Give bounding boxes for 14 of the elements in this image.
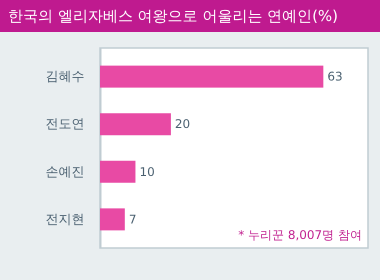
y-tick-label: 김혜수 bbox=[46, 70, 84, 85]
y-tick-label: 전지현 bbox=[46, 212, 84, 228]
annotation: * 누리꾼 8,007명 참여 bbox=[238, 228, 362, 242]
bar bbox=[100, 113, 171, 136]
bar bbox=[100, 66, 324, 88]
chart-title: 한국의 엘리자베스 여왕으로 어울리는 연예인(%) bbox=[8, 7, 338, 25]
data-label: 7 bbox=[128, 212, 136, 226]
bar bbox=[100, 160, 136, 183]
data-label: 10 bbox=[139, 164, 155, 179]
y-tick-label: 전도연 bbox=[46, 117, 84, 132]
data-label: 63 bbox=[327, 70, 343, 84]
data-label: 20 bbox=[174, 117, 190, 132]
y-tick-label: 손예진 bbox=[46, 164, 84, 180]
bar bbox=[100, 208, 125, 230]
